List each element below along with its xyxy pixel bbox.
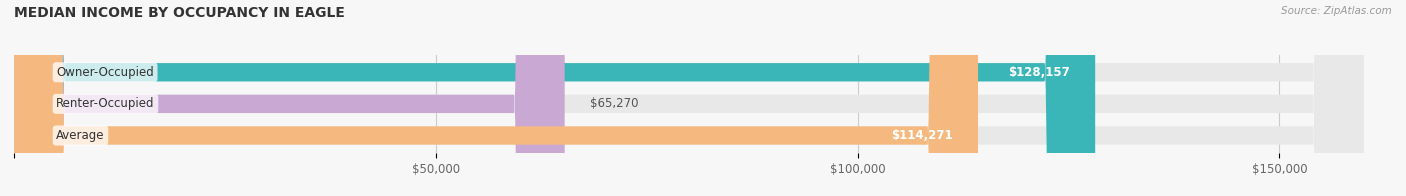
- FancyBboxPatch shape: [14, 0, 1364, 196]
- FancyBboxPatch shape: [14, 0, 1364, 196]
- Text: $114,271: $114,271: [891, 129, 953, 142]
- Text: $128,157: $128,157: [1008, 66, 1070, 79]
- Text: Owner-Occupied: Owner-Occupied: [56, 66, 155, 79]
- FancyBboxPatch shape: [14, 0, 1364, 196]
- Text: Average: Average: [56, 129, 104, 142]
- Text: MEDIAN INCOME BY OCCUPANCY IN EAGLE: MEDIAN INCOME BY OCCUPANCY IN EAGLE: [14, 6, 344, 20]
- Text: Source: ZipAtlas.com: Source: ZipAtlas.com: [1281, 6, 1392, 16]
- FancyBboxPatch shape: [14, 0, 1095, 196]
- FancyBboxPatch shape: [14, 0, 565, 196]
- Text: $65,270: $65,270: [591, 97, 638, 110]
- Text: Renter-Occupied: Renter-Occupied: [56, 97, 155, 110]
- FancyBboxPatch shape: [14, 0, 979, 196]
